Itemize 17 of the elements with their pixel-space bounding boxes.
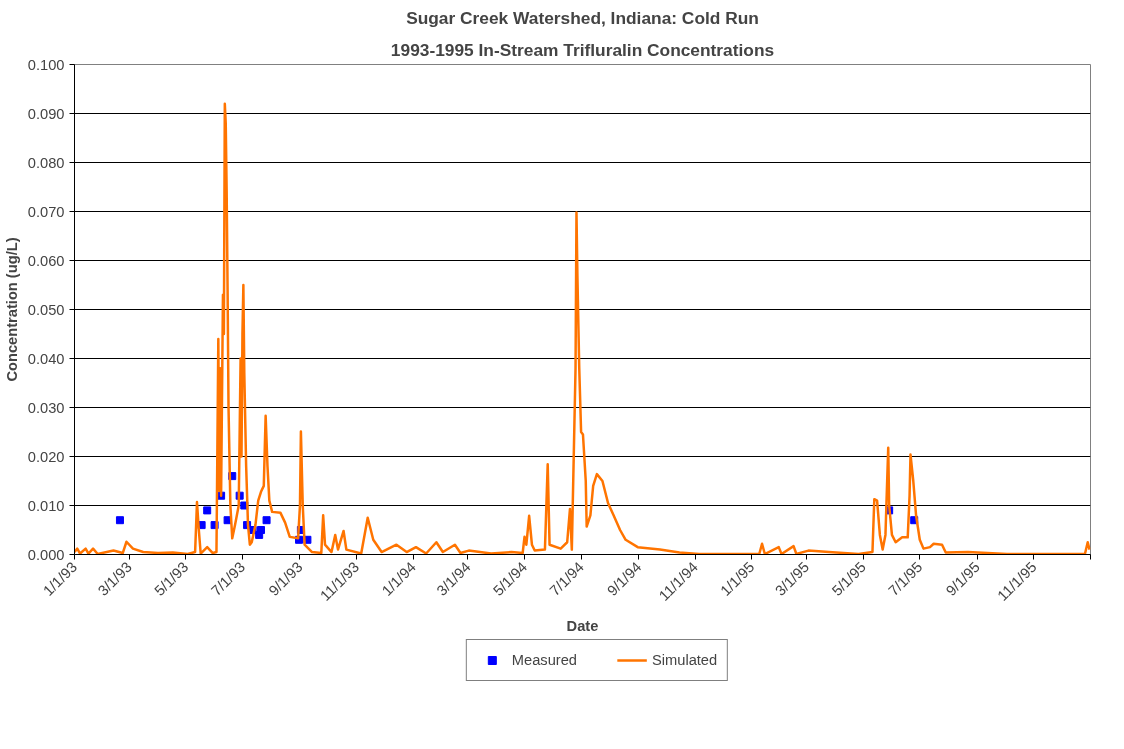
y-tick-label: 0.070 — [27, 203, 65, 220]
y-tick-label: 0.040 — [27, 350, 65, 367]
y-tick-label: 0.030 — [27, 399, 65, 416]
y-tick-label: 0.100 — [27, 56, 65, 73]
y-tick-label: 0.090 — [27, 105, 65, 122]
y-tick-label: 0.020 — [27, 448, 65, 465]
legend-label: Measured — [511, 652, 577, 668]
x-axis-title: Date — [566, 617, 599, 634]
y-tick-label: 0.000 — [27, 546, 65, 563]
y-tick-label: 0.080 — [27, 154, 65, 171]
chart-title: Sugar Creek Watershed, Indiana: Cold Run — [406, 7, 759, 28]
y-tick-label: 0.050 — [27, 301, 65, 318]
y-tick-label: 0.010 — [27, 497, 65, 514]
chart-subtitle: 1993-1995 In-Stream Trifluralin Concentrations — [390, 39, 775, 60]
y-axis-title: Concentration (ug/L) — [3, 237, 20, 382]
y-tick-label: 0.060 — [27, 252, 65, 269]
legend-label: Simulated — [652, 652, 718, 668]
